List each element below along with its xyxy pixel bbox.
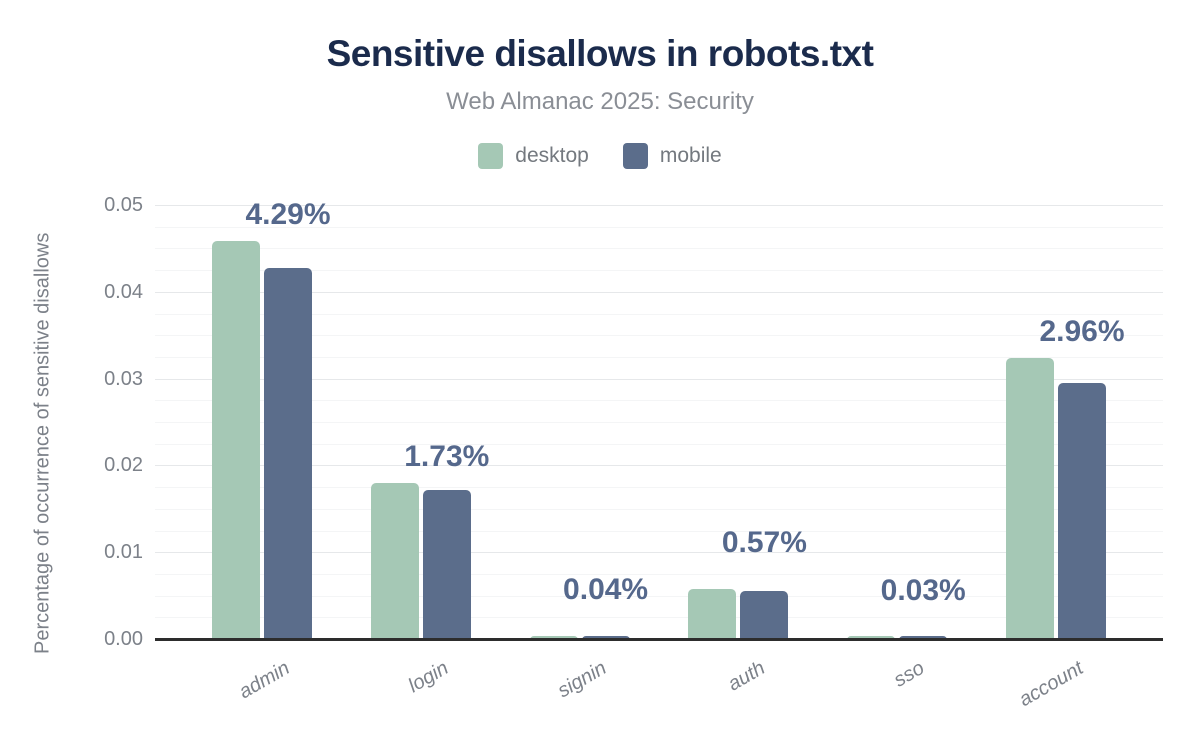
legend-swatch-desktop — [478, 143, 504, 169]
x-tick-label-account: account — [1015, 657, 1087, 712]
gridline-minor — [155, 248, 1163, 250]
bar-mobile-auth[interactable] — [740, 590, 789, 640]
gridline-minor — [155, 313, 1163, 315]
bar-desktop-account[interactable] — [1006, 357, 1054, 640]
legend-item-desktop[interactable]: desktop — [478, 143, 589, 169]
data-label-login: 1.73% — [404, 439, 490, 473]
legend-label-desktop: desktop — [515, 144, 589, 167]
data-label-account: 2.96% — [1039, 314, 1125, 348]
gridline-major — [155, 465, 1163, 467]
gridline-minor — [155, 530, 1163, 532]
gridline-minor — [155, 487, 1163, 489]
data-label-sso: 0.03% — [880, 574, 966, 608]
gridline-minor — [155, 573, 1163, 575]
legend-label-mobile: mobile — [659, 144, 722, 167]
y-tick-label: 0.03 — [104, 367, 143, 390]
x-tick-label-login: login — [404, 657, 452, 698]
bar-mobile-login[interactable] — [422, 489, 471, 640]
bar-mobile-account[interactable] — [1058, 383, 1106, 640]
data-label-auth: 0.57% — [721, 525, 807, 559]
gridline-minor — [155, 270, 1163, 272]
x-tick-label-signin: signin — [554, 657, 611, 703]
gridline-minor — [155, 226, 1163, 228]
bar-desktop-auth[interactable] — [688, 588, 737, 640]
gridline-minor — [155, 443, 1163, 445]
gridline-minor — [155, 595, 1163, 597]
gridline-minor — [155, 356, 1163, 358]
y-tick-label: 0.04 — [104, 280, 143, 303]
gridline-minor — [155, 335, 1163, 337]
gridline-major — [155, 205, 1163, 206]
legend: desktop mobile — [0, 141, 1200, 171]
x-axis-line — [155, 637, 1163, 641]
chart-title: Sensitive disallows in robots.txt — [326, 33, 874, 74]
y-tick-label: 0.05 — [104, 194, 143, 216]
legend-swatch-mobile — [622, 143, 648, 169]
gridline-minor — [155, 422, 1163, 423]
data-label-admin: 4.29% — [245, 197, 331, 231]
data-label-signin: 0.04% — [563, 572, 649, 606]
y-tick-label: 0.01 — [104, 541, 143, 564]
bar-mobile-admin[interactable] — [264, 267, 312, 640]
legend-item-mobile[interactable]: mobile — [622, 143, 722, 169]
bar-desktop-login[interactable] — [370, 482, 419, 640]
gridline-minor — [155, 400, 1163, 402]
gridline-major — [155, 552, 1163, 554]
x-tick-label-admin: admin — [234, 657, 293, 704]
gridline-minor — [155, 617, 1163, 619]
chart-subtitle: Web Almanac 2025: Security — [446, 88, 754, 115]
gridline-major — [155, 291, 1163, 293]
x-tick-label-sso: sso — [890, 657, 929, 692]
bar-desktop-admin[interactable] — [212, 240, 260, 640]
x-tick-label-auth: auth — [724, 657, 770, 696]
gridline-major — [155, 378, 1163, 380]
y-tick-label: 0.00 — [104, 628, 143, 650]
gridline-minor — [155, 508, 1163, 510]
y-tick-label: 0.02 — [104, 454, 143, 477]
